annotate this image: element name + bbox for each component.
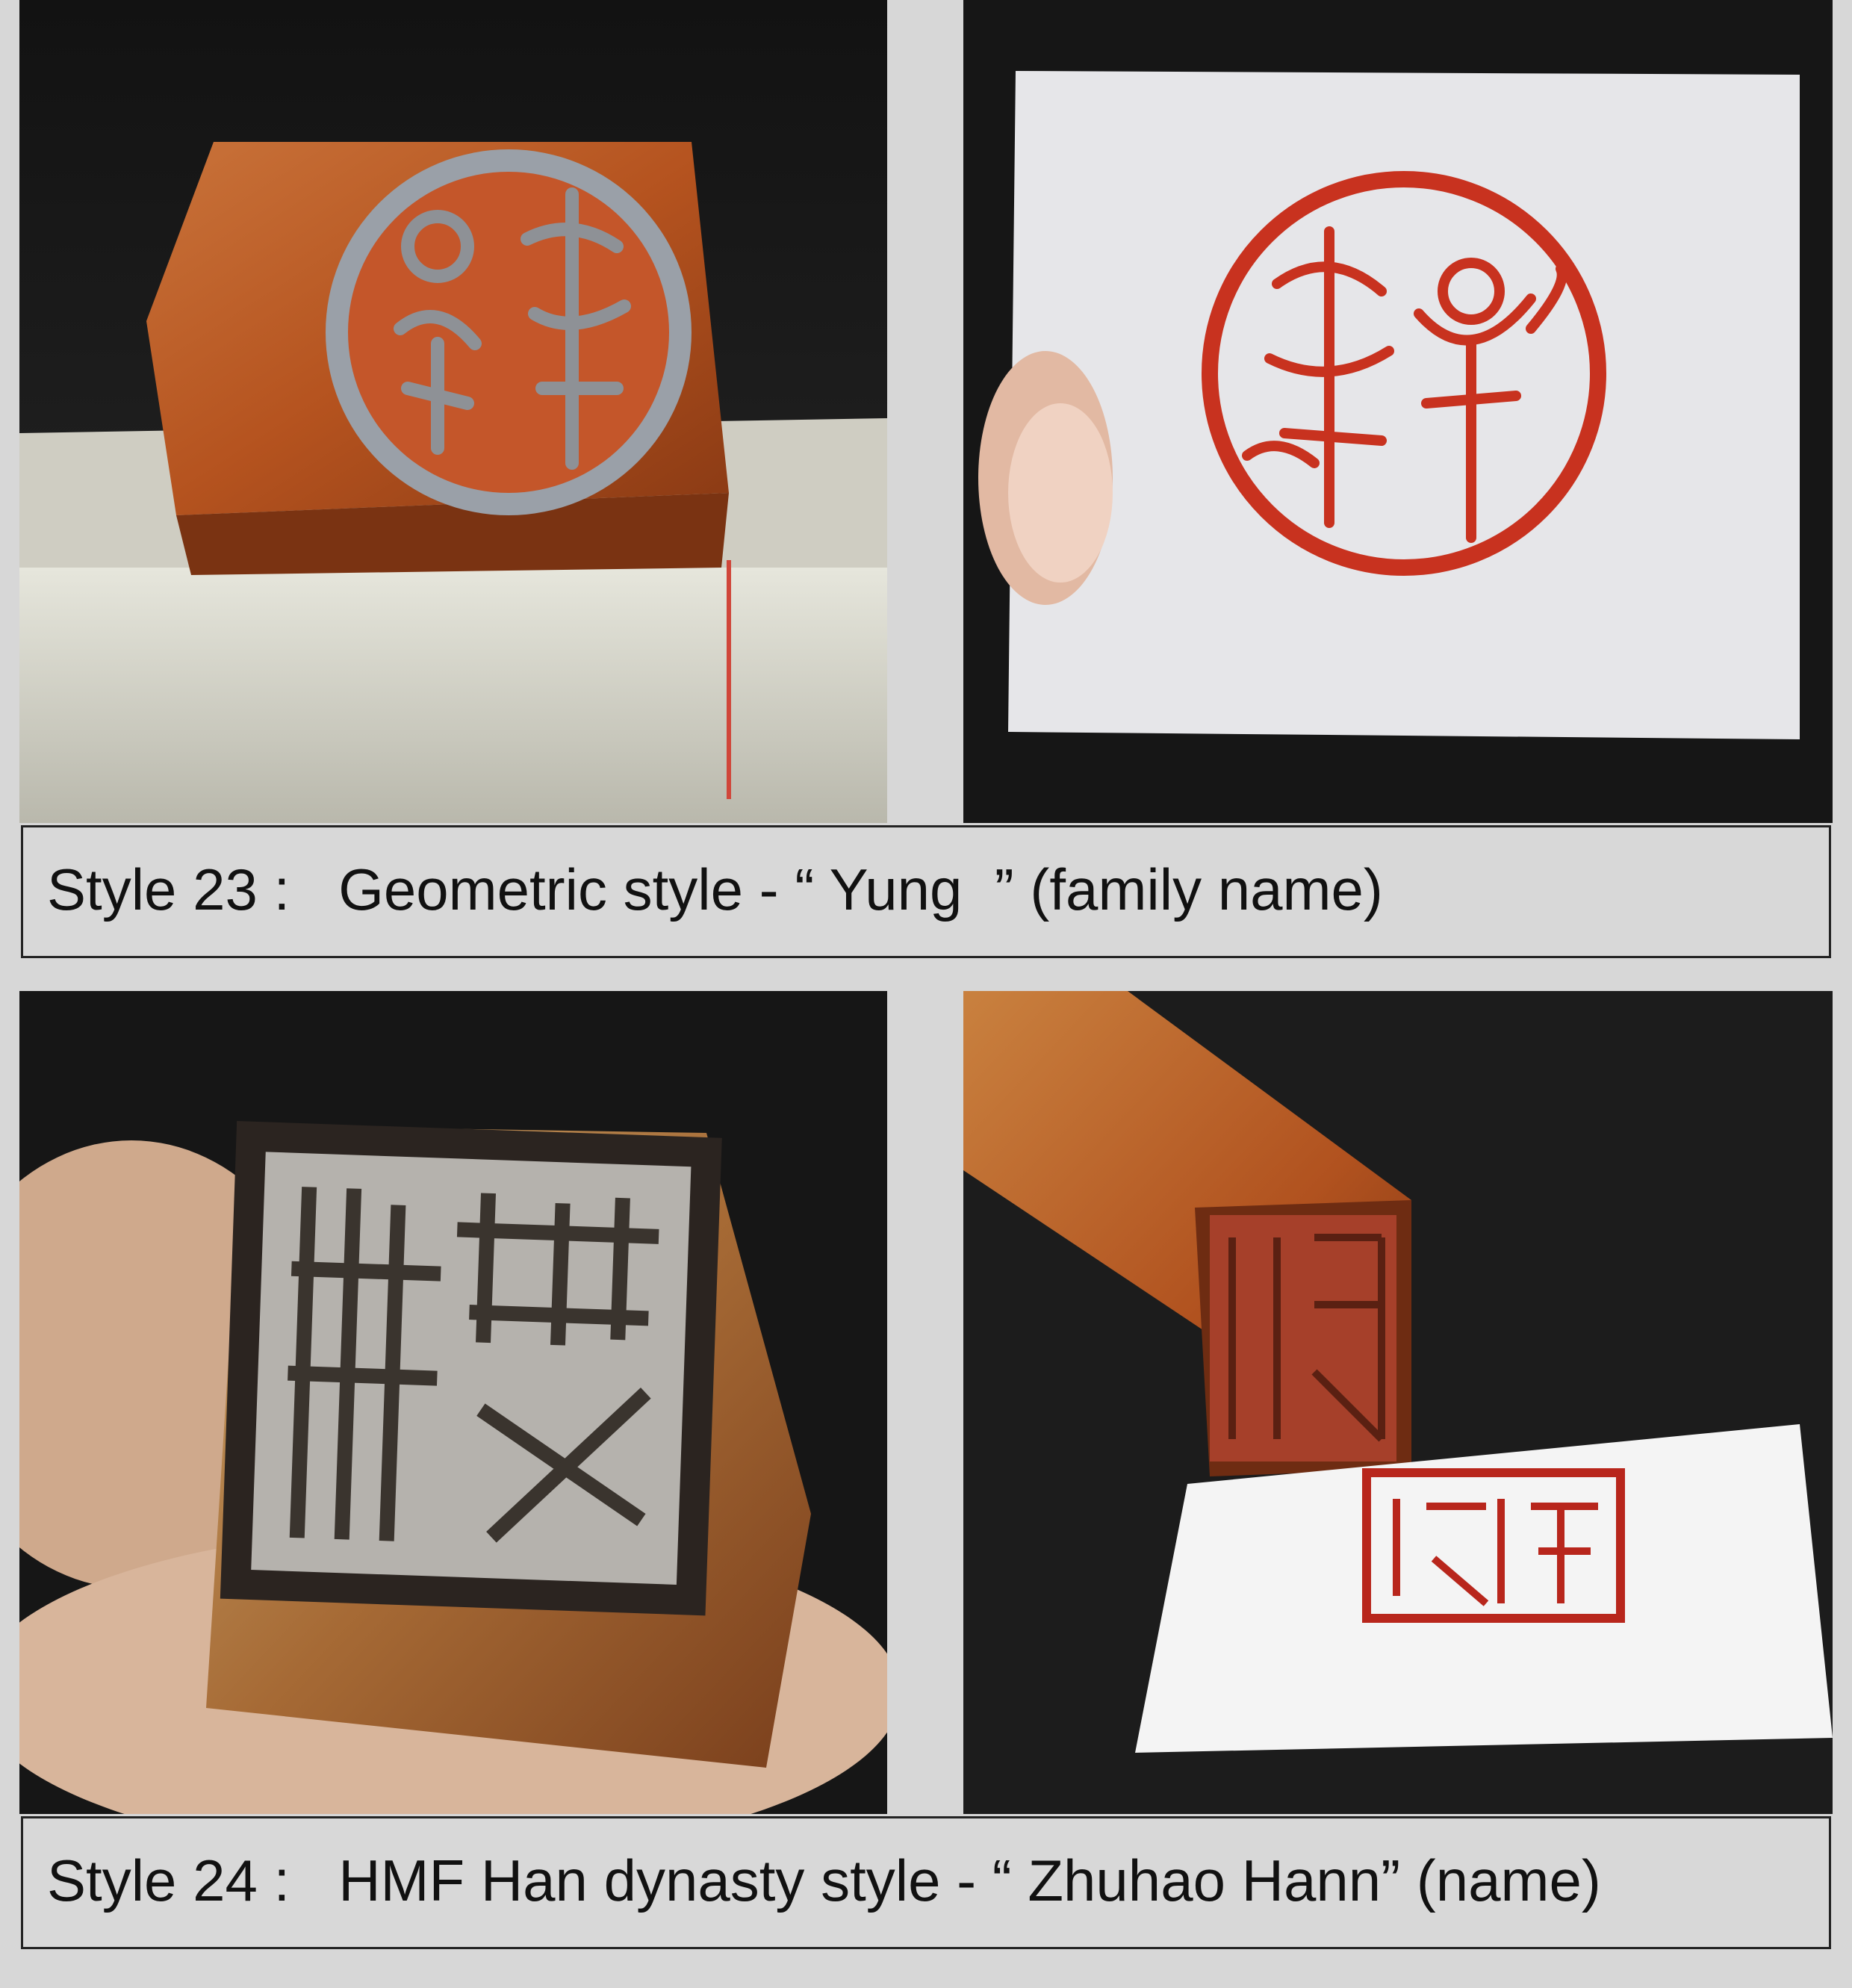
style-24-description: HMF Han dynasty style - “ Zhuhao Hann” (… [338,1848,1601,1913]
caption-bar-style-23: Style 23 : Geometric style - “ Yung ” (f… [21,825,1831,958]
photo-square-seal-with-impression [963,991,1833,1814]
style-24-label: Style 24 : [47,1848,290,1913]
photo-carved-round-seal [19,0,887,823]
photo-square-seal-in-hand [19,991,887,1814]
photo-round-seal-impression [963,0,1833,823]
style-23-description: Geometric style - “ Yung ” (family name) [338,857,1383,922]
caption-style-24: Style 24 : HMF Han dynasty style - “ Zhu… [47,1847,1601,1915]
style-23-label: Style 23 : [47,857,290,922]
caption-style-23: Style 23 : Geometric style - “ Yung ” (f… [47,856,1383,924]
caption-bar-style-24: Style 24 : HMF Han dynasty style - “ Zhu… [21,1816,1831,1949]
